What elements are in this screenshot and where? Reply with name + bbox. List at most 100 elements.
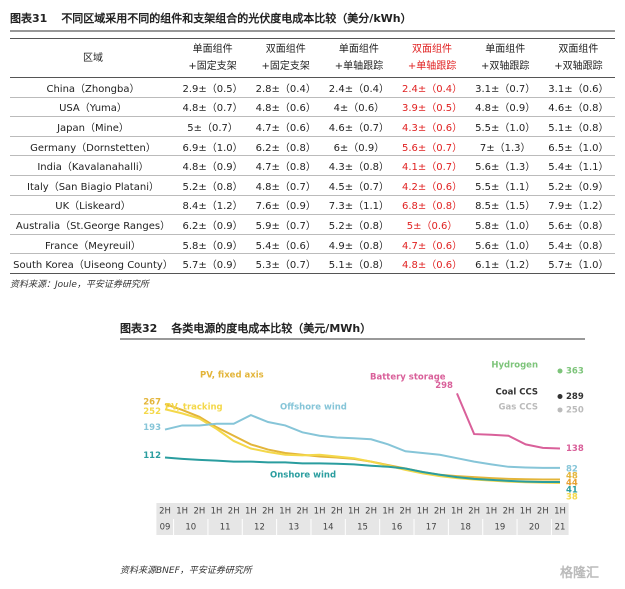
column-header: 单面组件+固定支架 — [176, 38, 250, 78]
value-cell: 3.1±（0.7） — [468, 77, 542, 98]
value-cell: 2.4±（0.4） — [395, 77, 469, 98]
series-line — [164, 408, 561, 484]
table-row: South Korea（Uiseong County） 5.7±（0.9） 5.3±… — [10, 253, 615, 274]
series-name: PV, fixed axis — [200, 371, 264, 381]
value-cell: 4.3±（0.8） — [322, 155, 396, 176]
region-cell: Italy（San Biagio Platani） — [10, 175, 176, 196]
value-cell: 5.2±（0.9） — [541, 175, 615, 196]
value-cell: 3.1±（0.6） — [541, 77, 615, 98]
x-tick-label: 2H — [365, 507, 377, 517]
x-tick-label: 2H — [537, 507, 549, 517]
series-line — [164, 414, 560, 469]
value-cell: 8.5±（1.5） — [468, 195, 542, 216]
value-cell: 2.4±（0.4） — [322, 77, 396, 98]
x-tick-label: 2H — [434, 507, 446, 517]
value-cell: 4.8±（0.6） — [395, 253, 469, 274]
value-cell: 6.9±（1.0） — [176, 136, 250, 157]
x-tick-label: 1H — [382, 507, 394, 517]
value-cell: 4.7±（0.6） — [395, 234, 469, 255]
value-cell: 5.7±（0.9） — [176, 253, 250, 274]
region-cell: USA（Yuma） — [10, 97, 176, 118]
column-header: 区域 — [10, 38, 176, 78]
x-tick-label: 1H — [417, 507, 429, 517]
value-cell: 5.3±（0.7） — [249, 253, 323, 274]
table-title: 图表31 不同区域采用不同的组件和支架组合的光伏度电成本比较（美分/kWh） — [10, 10, 615, 32]
x-tick-label: 1H — [314, 507, 326, 517]
region-cell: Germany（Dornstetten） — [10, 136, 176, 157]
x-tick-label: 2H — [503, 507, 515, 517]
x-year-label: 11 — [220, 523, 231, 533]
value-label: 38 — [566, 493, 578, 503]
value-cell: 4.7±（0.6） — [249, 116, 323, 137]
value-cell: 5.4±（1.1） — [541, 155, 615, 176]
table-row: Japan（Mine） 5±（0.7） 4.7±（0.6） 4.6±（0.7） 4.3±… — [10, 116, 615, 137]
table-row: France（Meyreuil） 5.8±（0.9） 5.4±（0.6） 4.9±（0… — [10, 234, 615, 255]
value-label: 363 — [566, 367, 584, 377]
table-row: UK（Liskeard） 8.4±（1.2） 7.6±（0.9） 7.3±（1.1） 6… — [10, 195, 615, 216]
x-year-label: 21 — [555, 523, 566, 533]
x-year-label: 18 — [460, 523, 471, 533]
table-row: India（Kavalanahalli） 4.8±（0.9） 4.7±（0.8） 4.… — [10, 155, 615, 176]
value-cell: 5.6±（0.8） — [541, 214, 615, 235]
value-label: 112 — [143, 451, 161, 461]
x-tick-label: 2H — [468, 507, 480, 517]
table-label: 图表31 — [10, 12, 48, 25]
value-cell: 4.1±（0.7） — [395, 155, 469, 176]
table-title-text: 不同区域采用不同的组件和支架组合的光伏度电成本比较（美分/kWh） — [61, 12, 412, 25]
series-line — [456, 393, 561, 450]
x-year-label: 15 — [357, 523, 368, 533]
table-source: 资料来源：Joule，平安证券研究所 — [10, 280, 149, 290]
series-line — [164, 403, 560, 481]
series-name: Onshore wind — [270, 471, 336, 481]
table-row: Germany（Dornstetten） 6.9±（1.0） 6.2±（0.8） 6±… — [10, 136, 615, 157]
cost-table: 区域 单面组件+固定支架 双面组件+固定支架 单面组件+单轴跟踪 双面组件+单轴跟踪 单面… — [10, 38, 615, 274]
value-cell: 5.2±（0.8） — [176, 175, 250, 196]
x-tick-label: 2H — [193, 507, 205, 517]
value-label: 193 — [143, 423, 161, 433]
x-tick-label: 1H — [520, 507, 532, 517]
column-header: 单面组件+双轴跟踪 — [468, 38, 542, 78]
x-tick-label: 2H — [262, 507, 274, 517]
x-tick-label: 2H — [331, 507, 343, 517]
value-cell: 4.2±（0.6） — [395, 175, 469, 196]
chart-label: 图表32 — [120, 322, 158, 335]
value-cell: 5.5±（1.1） — [468, 175, 542, 196]
table-row: Australia（St.George Ranges） 6.2±（0.9） 5.9±… — [10, 214, 615, 235]
column-header: 双面组件+固定支架 — [249, 38, 323, 78]
value-cell: 5.4±（0.8） — [541, 234, 615, 255]
column-header: 双面组件+单轴跟踪 — [395, 38, 469, 78]
x-tick-label: 2H — [228, 507, 240, 517]
value-cell: 3.9±（0.5） — [395, 97, 469, 118]
x-tick-label: 1H — [245, 507, 257, 517]
value-cell: 5.6±（1.3） — [468, 155, 542, 176]
column-header: 双面组件+双轴跟踪 — [541, 38, 615, 78]
series-name: Coal CCS — [496, 388, 538, 398]
value-cell: 6.5±（1.0） — [541, 136, 615, 157]
value-cell: 7±（1.3） — [468, 136, 542, 157]
chart-title-text: 各类电源的度电成本比较（美元/MWh） — [171, 322, 372, 335]
x-tick-label: 2H — [296, 507, 308, 517]
value-cell: 2.9±（0.5） — [176, 77, 250, 98]
value-cell: 6.2±（0.8） — [249, 136, 323, 157]
value-cell: 4.8±（0.9） — [468, 97, 542, 118]
region-cell: India（Kavalanahalli） — [10, 155, 176, 176]
value-label: 252 — [143, 407, 161, 417]
table-row: Italy（San Biagio Platani） 5.2±（0.8） 4.8±（0… — [10, 175, 615, 196]
annotation: 44 — [566, 479, 578, 489]
value-cell: 7.6±（0.9） — [249, 195, 323, 216]
region-cell: China（Zhongba） — [10, 77, 176, 98]
series-name: Hydrogen — [491, 361, 538, 371]
value-label: 41 — [566, 486, 578, 496]
value-cell: 8.4±（1.2） — [176, 195, 250, 216]
table-body: China（Zhongba） 2.9±（0.5） 2.8±（0.4） 2.4±（0.4… — [10, 77, 615, 274]
value-label: 289 — [566, 392, 584, 402]
series-point — [557, 407, 563, 413]
x-tick-label: 1H — [279, 507, 291, 517]
header-row: 区域 单面组件+固定支架 双面组件+固定支架 单面组件+单轴跟踪 双面组件+单轴跟踪 单面… — [10, 38, 615, 78]
x-year-label: 16 — [391, 523, 402, 533]
value-label: 48 — [566, 472, 578, 482]
value-cell: 5.2±（0.8） — [322, 214, 396, 235]
chart: 2H 1H 2H 1H 2H 1H 2H 1H 2H 1H 2H 1H 2H 1H 2H 1H 2H 1H 2H 1H… — [143, 361, 584, 535]
value-cell: 5.6±（1.0） — [468, 234, 542, 255]
value-label: 250 — [566, 405, 584, 415]
